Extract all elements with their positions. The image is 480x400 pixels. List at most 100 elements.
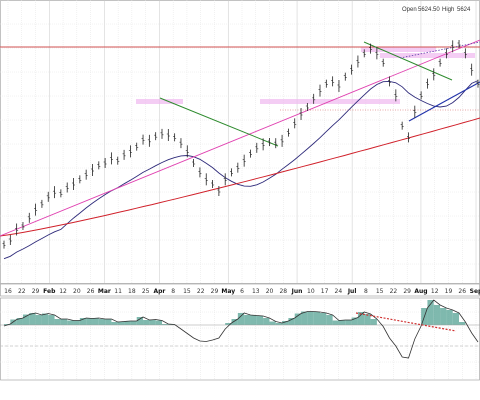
momentum-overbought-fill (4, 324, 11, 325)
moving-average-50 (3, 80, 479, 260)
x-tick-label: Apr (153, 288, 165, 295)
x-tick-label: May (221, 288, 235, 295)
x-tick-label: 17 (321, 288, 329, 295)
rising-trend-line (0, 39, 480, 237)
x-tick-label: Mar (98, 288, 111, 295)
momentum-overbought-fill (250, 315, 257, 325)
price-bars (2, 40, 480, 249)
x-tick-label: 28 (279, 288, 287, 295)
momentum-overbought-fill (231, 319, 238, 325)
momentum-overbought-fill (320, 313, 327, 325)
momentum-overbought-fill (155, 320, 162, 325)
momentum-overbought-fill (86, 318, 93, 325)
momentum-overbought-fill (41, 313, 49, 325)
blue-support-line (408, 81, 480, 122)
x-tick-label: 12 (431, 288, 439, 295)
momentum-overbought-fill (117, 321, 125, 325)
x-tick-label: 25 (142, 288, 150, 295)
x-tick-label: 15 (183, 288, 191, 295)
momentum-overbought-fill (143, 320, 150, 325)
momentum-overbought-fill (130, 321, 137, 325)
x-tick-label: 8 (364, 288, 368, 295)
momentum-overbought-fill (351, 317, 358, 325)
x-tick-label: Jul (347, 288, 357, 295)
x-tick-label: 20 (266, 288, 274, 295)
x-tick-label: Jun (291, 288, 303, 295)
momentum-overbought-fill (16, 318, 23, 325)
x-tick-label: 22 (18, 288, 26, 295)
momentum-overbought-fill (124, 321, 131, 325)
x-tick-label: 29 (32, 288, 40, 295)
momentum-overbought-fill (237, 313, 245, 325)
x-tick-label: Sep (470, 288, 480, 295)
momentum-overbought-fill (288, 318, 295, 325)
momentum-overbought-fill (105, 319, 112, 325)
momentum-overbought-fill (446, 310, 453, 325)
momentum-overbought-fill (79, 318, 87, 325)
moving-average-200 (0, 117, 480, 237)
momentum-overbought-fill (364, 314, 371, 325)
support-zone (136, 99, 183, 104)
momentum-overbought-fill (73, 320, 80, 325)
momentum-overbought-fill (98, 319, 106, 325)
momentum-overbought-fill (54, 319, 61, 325)
x-tick-label: 16 (4, 288, 12, 295)
moving-averages (0, 80, 480, 260)
support-zone (361, 47, 436, 52)
momentum-overbought-fill (136, 317, 144, 325)
momentum-overbought-fill (345, 320, 352, 325)
momentum-overbought-fill (244, 315, 251, 325)
momentum-overbought-fill (60, 319, 68, 325)
momentum-overbought-fill (48, 315, 55, 325)
momentum-overbought-fill (313, 312, 320, 325)
momentum-overbought-fill (294, 313, 302, 325)
momentum-overbought-fill (452, 313, 460, 325)
momentum-overbought-fill (433, 305, 441, 325)
price-panel-frame (0, 0, 480, 284)
divergence-line (355, 312, 457, 332)
momentum-overbought-fill (67, 320, 74, 325)
momentum-overbought-fill (256, 316, 264, 325)
momentum-overbought-fill (162, 324, 169, 325)
ohlc-header: Open 5624.50 High 5624 (402, 7, 471, 13)
x-tick-label: 15 (376, 288, 384, 295)
momentum-panel-frame (0, 297, 480, 381)
momentum-overbought-fill (269, 321, 276, 325)
support-zones (136, 47, 475, 104)
x-tick-label: 13 (252, 288, 260, 295)
x-tick-label: 26 (458, 288, 466, 295)
high-label: High (442, 7, 454, 13)
momentum-overbought-fill (10, 319, 17, 325)
open-label: Open (402, 7, 417, 13)
momentum-overbought-fill (282, 321, 289, 325)
momentum-overbought-fill (92, 318, 99, 325)
momentum-overbought-fill (332, 320, 339, 325)
momentum-overbought-fill (440, 308, 447, 325)
x-tick-label: 6 (240, 288, 244, 295)
momentum-overbought-fill (263, 318, 270, 325)
x-tick-label: 29 (403, 288, 411, 295)
support-zone (380, 53, 475, 58)
x-tick-label: 19 (445, 288, 453, 295)
momentum-line (3, 299, 479, 359)
momentum-overbought-fill (357, 312, 365, 325)
open-value: 5624.50 (418, 7, 440, 13)
x-tick-label: Aug (414, 288, 427, 295)
x-tick-label: 29 (211, 288, 219, 295)
x-tick-label: 24 (335, 288, 343, 295)
momentum-overbought-fill (35, 315, 42, 325)
momentum-overbought-fill (326, 315, 333, 325)
x-axis: 16 22 29 Feb 12 20 26 Mar 11 18 25 Apr 8 15 22 29 May 6 13… (4, 288, 480, 295)
momentum-overbought-fill (459, 322, 466, 325)
x-tick-label: 10 (307, 288, 315, 295)
momentum-overbought-fill (427, 300, 434, 325)
downtrend-line-spring (159, 97, 279, 147)
downtrend-line-summer (363, 41, 453, 81)
momentum-overbought-fill (338, 320, 346, 325)
momentum-overbought-fill (275, 323, 283, 325)
x-tick-label: 18 (128, 288, 136, 295)
momentum-overbought-fill (149, 319, 156, 325)
trend-lines (0, 39, 480, 237)
